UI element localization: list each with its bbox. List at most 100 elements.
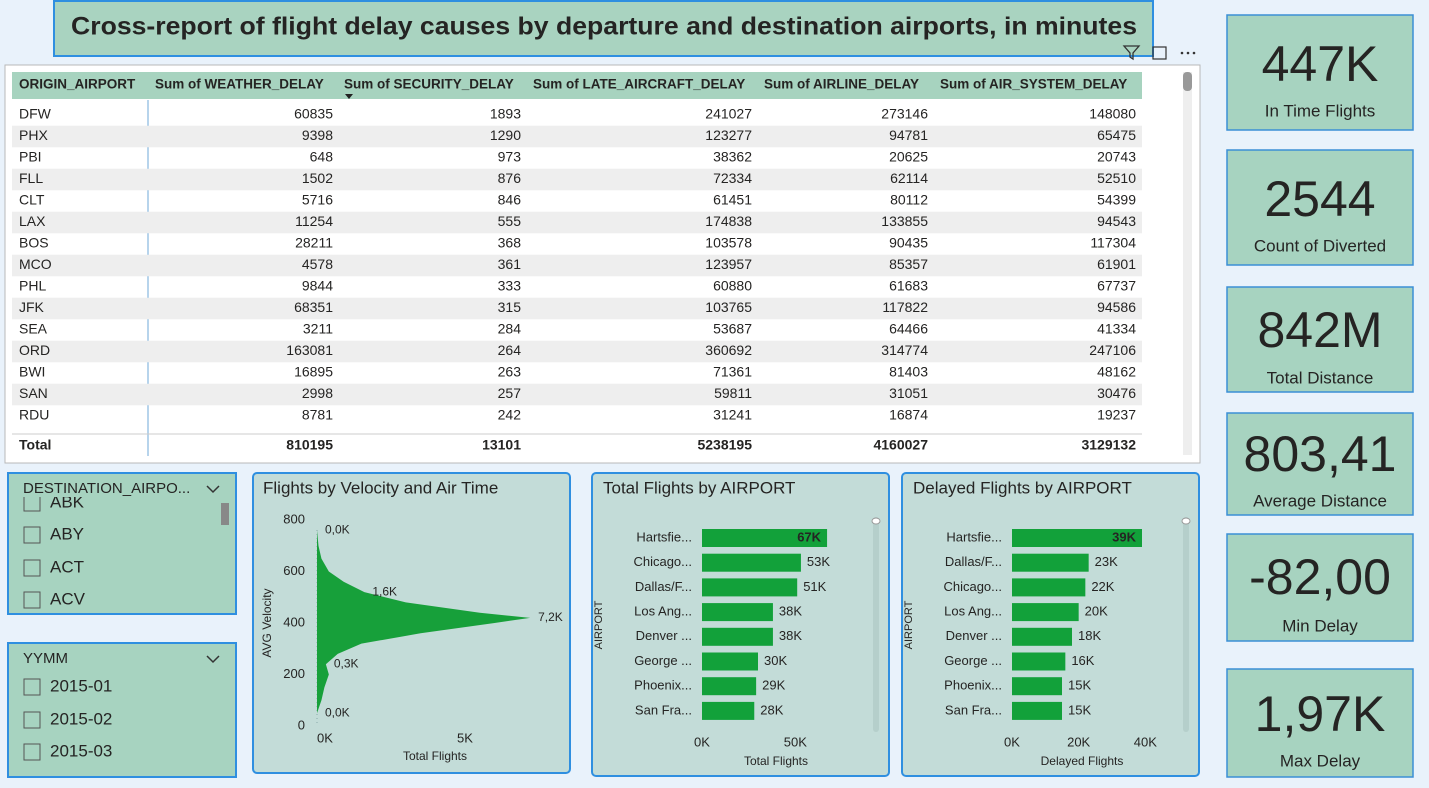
checkbox[interactable]: [23, 711, 41, 729]
y-axis-label: AIRPORT: [593, 600, 605, 649]
chart-scrollbar[interactable]: [873, 517, 879, 732]
slicer-item[interactable]: 2015-02: [50, 709, 112, 728]
y-tick-label: 0: [298, 717, 305, 732]
kpi-label: Total Distance: [1267, 368, 1374, 387]
bar[interactable]: [702, 529, 828, 547]
slicer-title: YYMM: [23, 650, 68, 667]
checkbox[interactable]: [23, 559, 41, 577]
slicer-item[interactable]: ABY: [50, 524, 84, 543]
data-label: 38K: [779, 604, 802, 619]
slicer-item[interactable]: ABK: [50, 492, 85, 511]
table-cell: 94781: [889, 127, 928, 143]
y-tick-label: 600: [283, 563, 305, 578]
checkbox[interactable]: [23, 526, 41, 544]
table-cell: 54399: [1097, 192, 1136, 208]
checkbox[interactable]: [23, 495, 41, 512]
chart-scroll-thumb[interactable]: [871, 517, 881, 525]
chart-scrollbar[interactable]: [1183, 517, 1189, 732]
bar[interactable]: [702, 701, 755, 720]
table-cell: 90435: [889, 235, 928, 251]
dashboard-title: Cross-report of flight delay causes by d…: [71, 13, 1137, 41]
x-tick-label: 50K: [784, 734, 807, 749]
data-label: 0,3K: [334, 656, 359, 670]
bar[interactable]: [1012, 553, 1089, 572]
chart-scroll-thumb[interactable]: [1181, 517, 1191, 525]
slicer-item[interactable]: ACT: [50, 557, 84, 576]
bar[interactable]: [1012, 701, 1062, 720]
table-cell: 59811: [714, 385, 752, 401]
bar[interactable]: [702, 627, 773, 646]
kpi-label: Average Distance: [1253, 491, 1387, 510]
checkbox[interactable]: [23, 743, 41, 761]
focus-icon[interactable]: [1152, 46, 1167, 60]
checkbox[interactable]: [23, 591, 41, 609]
category-label: Los Ang...: [634, 604, 692, 619]
table-cell: 361: [498, 256, 522, 272]
row-band: [12, 168, 1142, 191]
column-header[interactable]: Sum of WEATHER_DELAY: [155, 77, 324, 92]
table-cell: 81403: [889, 364, 928, 380]
category-label: Dallas/F...: [945, 554, 1002, 569]
kpi-card: [1226, 668, 1414, 778]
table-cell: 20743: [1097, 149, 1136, 165]
more-options-icon[interactable]: [1180, 51, 1196, 55]
bar[interactable]: [1012, 578, 1086, 597]
checkbox[interactable]: [23, 678, 41, 696]
table-scroll-thumb[interactable]: [1183, 72, 1192, 91]
table-scrollbar[interactable]: [1183, 72, 1192, 455]
slicer-chevron[interactable]: [206, 485, 220, 494]
table-cell: 360692: [705, 342, 752, 358]
table-header-bg: [12, 72, 1142, 99]
bar[interactable]: [702, 677, 757, 696]
slicer-scroll-thumb[interactable]: [221, 503, 229, 525]
table-cell: 61683: [889, 278, 928, 294]
bar[interactable]: [1012, 627, 1072, 646]
table-cell: SEA: [19, 321, 48, 337]
table-cell: 3211: [303, 321, 333, 337]
total-cell: 5238195: [697, 437, 752, 453]
slicer-item[interactable]: 2015-03: [50, 741, 112, 760]
kpi-value: 842M: [1257, 302, 1382, 358]
table-cell: 242: [498, 407, 522, 423]
kpi-value: 1,97K: [1255, 686, 1386, 742]
table-cell: 16895: [294, 364, 333, 380]
column-header[interactable]: Sum of LATE_AIRCRAFT_DELAY: [533, 77, 745, 92]
bar[interactable]: [702, 553, 801, 572]
bar[interactable]: [1012, 529, 1142, 547]
table-cell: 31051: [889, 385, 928, 401]
slicer-item[interactable]: 2015-01: [50, 676, 112, 695]
visual-header-icons[interactable]: [1122, 45, 1196, 61]
bar[interactable]: [702, 652, 758, 671]
table-cell: SAN: [19, 385, 48, 401]
column-header[interactable]: Sum of SECURITY_DELAY: [344, 77, 514, 92]
table-cell: DFW: [19, 106, 52, 122]
x-axis-label: Total Flights: [403, 749, 467, 763]
table-cell: 846: [498, 192, 522, 208]
bar[interactable]: [1012, 677, 1062, 696]
column-header[interactable]: Sum of AIRLINE_DELAY: [764, 77, 919, 92]
table-cell: 1893: [490, 106, 521, 122]
table-cell: 85357: [889, 256, 928, 272]
x-tick-label: 0K: [694, 734, 710, 749]
bar[interactable]: [702, 603, 773, 622]
slicer-chevron[interactable]: [206, 655, 220, 664]
total-cell: 4160027: [873, 437, 928, 453]
bar[interactable]: [1012, 652, 1066, 671]
bar[interactable]: [702, 578, 798, 597]
column-header[interactable]: Sum of AIR_SYSTEM_DELAY: [940, 77, 1127, 92]
row-band: [12, 340, 1142, 363]
category-label: Denver ...: [946, 628, 1002, 643]
table-cell: 8781: [302, 407, 333, 423]
bar[interactable]: [1012, 603, 1079, 622]
data-label: 22K: [1091, 579, 1114, 594]
filter-icon[interactable]: [1122, 45, 1141, 61]
table-cell: 241027: [705, 106, 752, 122]
table-cell: 19237: [1097, 407, 1136, 423]
column-header[interactable]: ORIGIN_AIRPORT: [19, 77, 136, 92]
slicer-item[interactable]: ACV: [50, 589, 86, 608]
table-cell: 31241: [713, 407, 752, 423]
category-label: Hartsfie...: [636, 529, 692, 544]
category-label: Dallas/F...: [635, 579, 692, 594]
table-cell: 38362: [713, 149, 752, 165]
